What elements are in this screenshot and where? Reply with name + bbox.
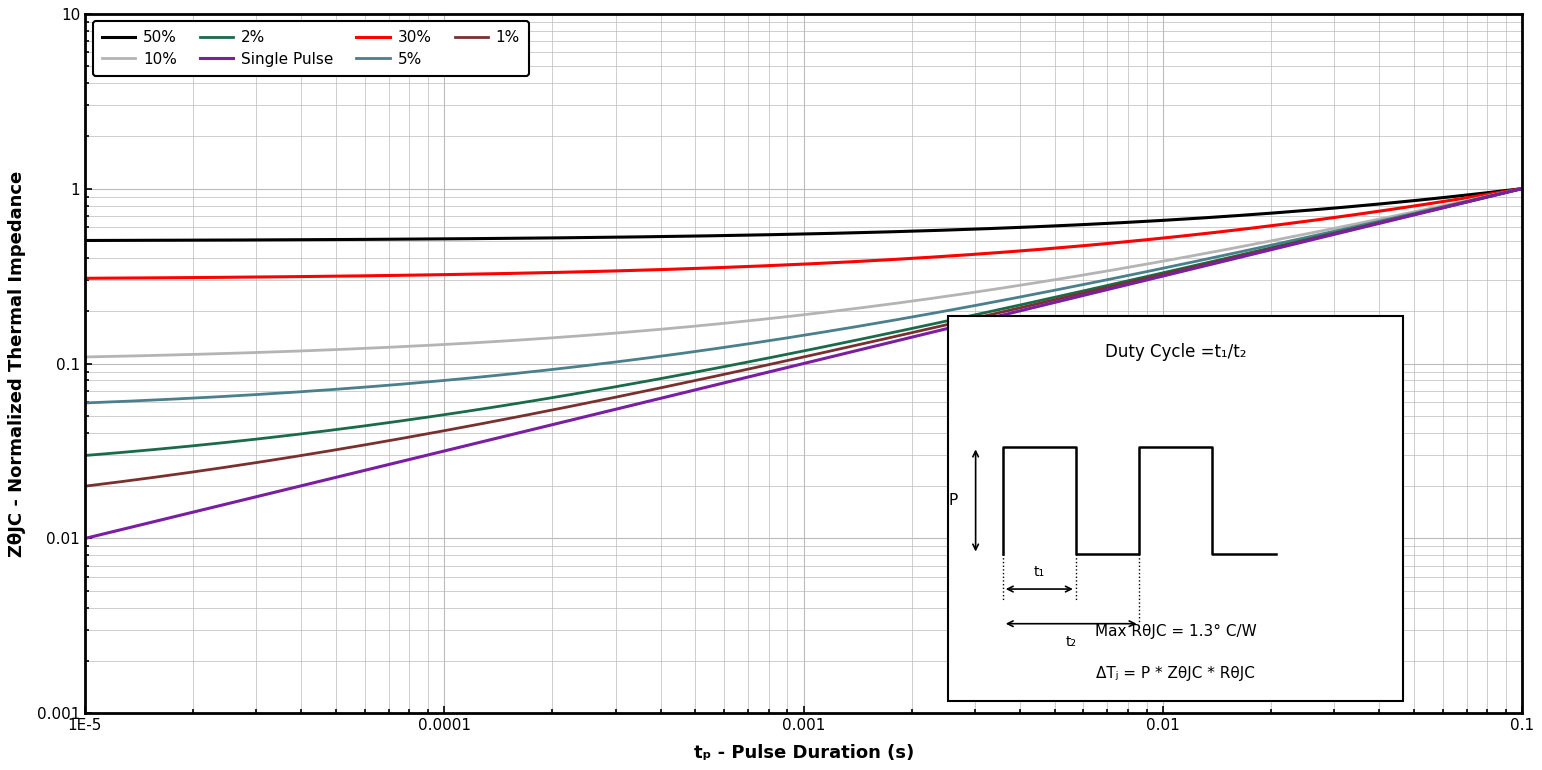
Text: ΔTⱼ = P * ZθJC * RθJC: ΔTⱼ = P * ZθJC * RθJC	[1096, 666, 1255, 681]
Text: t₂: t₂	[1066, 635, 1076, 649]
Legend: 50%, 10%, 2%, Single Pulse, 30%, 5%, 1%: 50%, 10%, 2%, Single Pulse, 30%, 5%, 1%	[93, 22, 529, 75]
FancyBboxPatch shape	[948, 316, 1403, 701]
Text: t₁: t₁	[1033, 565, 1045, 579]
Text: Max RθJC = 1.3° C/W: Max RθJC = 1.3° C/W	[1095, 624, 1257, 639]
Text: P: P	[948, 493, 958, 508]
Text: Duty Cycle =t₁/t₂: Duty Cycle =t₁/t₂	[1106, 343, 1246, 360]
X-axis label: tₚ - Pulse Duration (s): tₚ - Pulse Duration (s)	[694, 745, 914, 762]
Y-axis label: ZθJC - Normalized Thermal Impedance: ZθJC - Normalized Thermal Impedance	[8, 170, 26, 557]
